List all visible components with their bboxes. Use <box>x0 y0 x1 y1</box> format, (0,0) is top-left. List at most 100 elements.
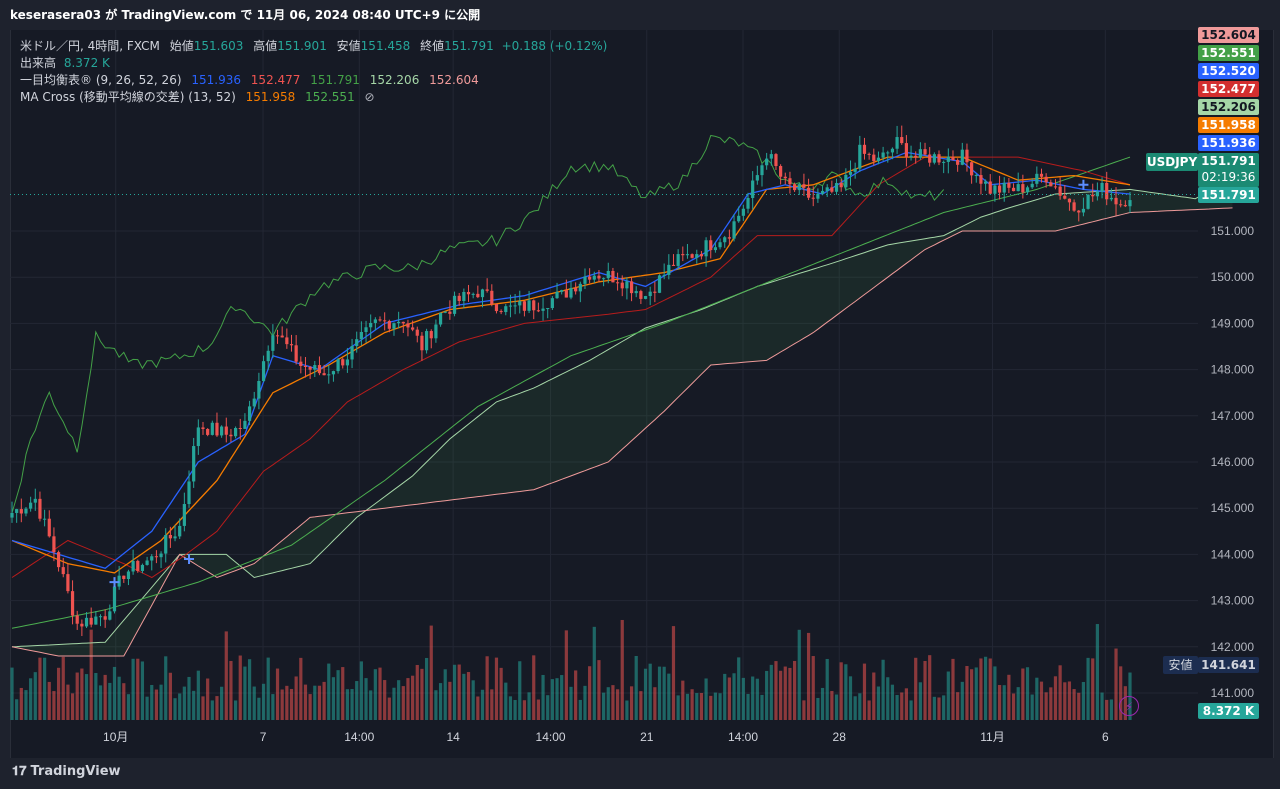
candle-body <box>671 264 676 266</box>
volume-bar <box>1067 681 1072 720</box>
volume-bar <box>965 666 969 720</box>
chart-pane[interactable] <box>10 30 1274 758</box>
candle-body <box>751 180 755 199</box>
volume-bar <box>811 656 815 720</box>
candle-body <box>103 616 107 620</box>
candle-body <box>806 187 811 198</box>
candle-body <box>974 175 978 177</box>
volume-bar <box>541 674 545 720</box>
volume-bar <box>61 656 65 720</box>
candle-body <box>643 296 648 299</box>
candle-body <box>1016 184 1020 192</box>
candle-body <box>802 184 806 188</box>
candle-body <box>732 221 736 239</box>
volume-bar <box>201 696 205 720</box>
volume-bar <box>373 669 377 720</box>
volume-bar <box>103 674 107 720</box>
legend-hide-icon[interactable]: ⊘ <box>364 90 375 104</box>
volume-bar <box>261 683 266 720</box>
legend-volume-row: 出来高 8.372 K <box>20 55 607 72</box>
volume-bar <box>136 658 140 720</box>
candle-body <box>541 308 545 311</box>
candle-body <box>602 278 606 280</box>
volume-bar <box>937 697 941 720</box>
legend-ichimoku-kijun: 152.477 <box>250 73 301 87</box>
candle-body <box>923 149 927 155</box>
candle-body <box>336 359 340 372</box>
volume-bar <box>420 668 424 720</box>
candle-body <box>737 215 741 222</box>
candle-body <box>1081 208 1086 213</box>
legend-ichimoku-tenkan: 151.936 <box>191 73 241 87</box>
lightning-icon[interactable]: ⚡ <box>1119 696 1139 716</box>
candle-body <box>709 240 713 251</box>
candle-body <box>769 154 773 159</box>
volume-bar <box>317 685 322 720</box>
candle-body <box>928 154 932 163</box>
candle-body <box>136 560 140 571</box>
candle-body <box>536 310 540 312</box>
candle-body <box>383 320 387 322</box>
volume-bar <box>126 694 131 720</box>
legend-high: 151.901 <box>277 39 327 53</box>
volume-bar <box>466 672 471 720</box>
candle-body <box>457 295 461 302</box>
candle-body <box>914 155 918 158</box>
tradingview-logo[interactable]: 𝟏𝟕 TradingView <box>12 764 121 779</box>
volume-bar <box>140 661 145 720</box>
volume-bar <box>499 667 503 720</box>
candle-body <box>997 185 1002 193</box>
candle-body <box>108 611 112 620</box>
candle-body <box>876 157 881 162</box>
candle-body <box>43 518 47 520</box>
price-label-kijun: 152.477 <box>1198 81 1259 97</box>
volume-bar <box>443 669 447 720</box>
volume-bar <box>611 685 615 720</box>
candle-body <box>1095 191 1099 197</box>
candle-body <box>1035 173 1039 184</box>
volume-bar <box>220 686 224 720</box>
volume-bar <box>1058 665 1062 720</box>
candle-body <box>392 323 396 329</box>
volume-bar <box>1016 687 1020 720</box>
volume-bar <box>900 692 904 720</box>
candle-body <box>266 350 270 362</box>
candle-body <box>1128 200 1132 207</box>
candle-body <box>206 429 210 435</box>
legend-symbol: 米ドル／円, 4時間, FXCM <box>20 39 160 53</box>
volume-bar <box>793 660 797 720</box>
candle-body <box>1025 187 1030 193</box>
candle-body <box>196 427 200 447</box>
y-tick-label: 151.000 <box>1211 224 1255 238</box>
candle-body <box>345 359 349 366</box>
volume-bar <box>238 655 242 720</box>
candle-body <box>364 327 368 332</box>
price-label-spanA: 152.206 <box>1198 99 1259 115</box>
candle-body <box>820 190 825 194</box>
candle-body <box>294 345 298 362</box>
volume-bar <box>751 676 755 720</box>
legend-ichimoku-chikou: 151.791 <box>310 73 360 87</box>
volume-bar <box>52 691 56 720</box>
volume-bar <box>648 663 652 720</box>
ma-fast-line <box>11 156 1131 574</box>
volume-bar <box>755 678 759 720</box>
chart-legend: 米ドル／円, 4時間, FXCM 始値151.603 高値151.901 安値1… <box>20 38 607 106</box>
volume-bar <box>974 667 978 720</box>
volume-bar <box>532 655 536 720</box>
volume-bar <box>210 700 214 720</box>
volume-bar <box>56 667 61 720</box>
volume-bar <box>769 664 773 720</box>
candle-body <box>522 301 527 311</box>
volume-bar <box>173 698 177 720</box>
volume-bar <box>327 663 331 720</box>
candle-body <box>466 291 471 295</box>
candle-body <box>397 321 401 324</box>
y-tick-label: 145.000 <box>1211 501 1255 515</box>
low-tag: 安値 <box>1163 656 1198 674</box>
legend-ma-fast: 151.958 <box>245 90 296 104</box>
volume-bar <box>33 672 37 720</box>
candle-body <box>471 293 475 295</box>
candle-body <box>960 149 964 165</box>
